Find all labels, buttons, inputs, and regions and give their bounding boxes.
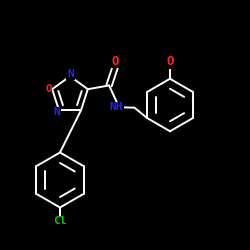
- Text: N: N: [54, 107, 60, 117]
- Text: Cl: Cl: [53, 216, 67, 226]
- Text: O: O: [112, 55, 119, 68]
- Text: O: O: [45, 84, 52, 94]
- Text: NH: NH: [110, 102, 123, 112]
- Text: O: O: [166, 55, 174, 68]
- Text: N: N: [67, 69, 74, 79]
